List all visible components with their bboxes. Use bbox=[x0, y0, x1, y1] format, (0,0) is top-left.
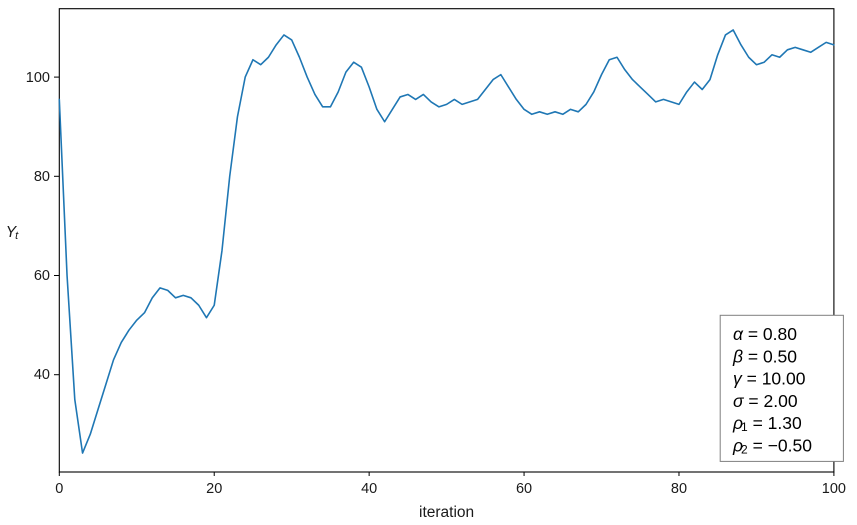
svg-text:γ = 10.00: γ = 10.00 bbox=[733, 369, 806, 389]
svg-text:ρ1 = 1.30: ρ1 = 1.30 bbox=[732, 413, 802, 434]
svg-text:80: 80 bbox=[34, 169, 50, 185]
svg-text:Yt: Yt bbox=[6, 224, 19, 242]
svg-text:40: 40 bbox=[361, 481, 377, 497]
svg-text:40: 40 bbox=[34, 367, 50, 383]
svg-text:20: 20 bbox=[206, 481, 222, 497]
svg-text:100: 100 bbox=[26, 70, 50, 86]
svg-text:60: 60 bbox=[34, 268, 50, 284]
svg-text:80: 80 bbox=[671, 481, 687, 497]
svg-text:α = 0.80: α = 0.80 bbox=[733, 324, 797, 344]
svg-text:σ = 2.00: σ = 2.00 bbox=[733, 391, 798, 411]
svg-text:100: 100 bbox=[822, 481, 846, 497]
svg-text:β = 0.50: β = 0.50 bbox=[732, 346, 797, 366]
svg-text:0: 0 bbox=[55, 481, 63, 497]
svg-text:iteration: iteration bbox=[419, 504, 474, 521]
svg-text:60: 60 bbox=[516, 481, 532, 497]
